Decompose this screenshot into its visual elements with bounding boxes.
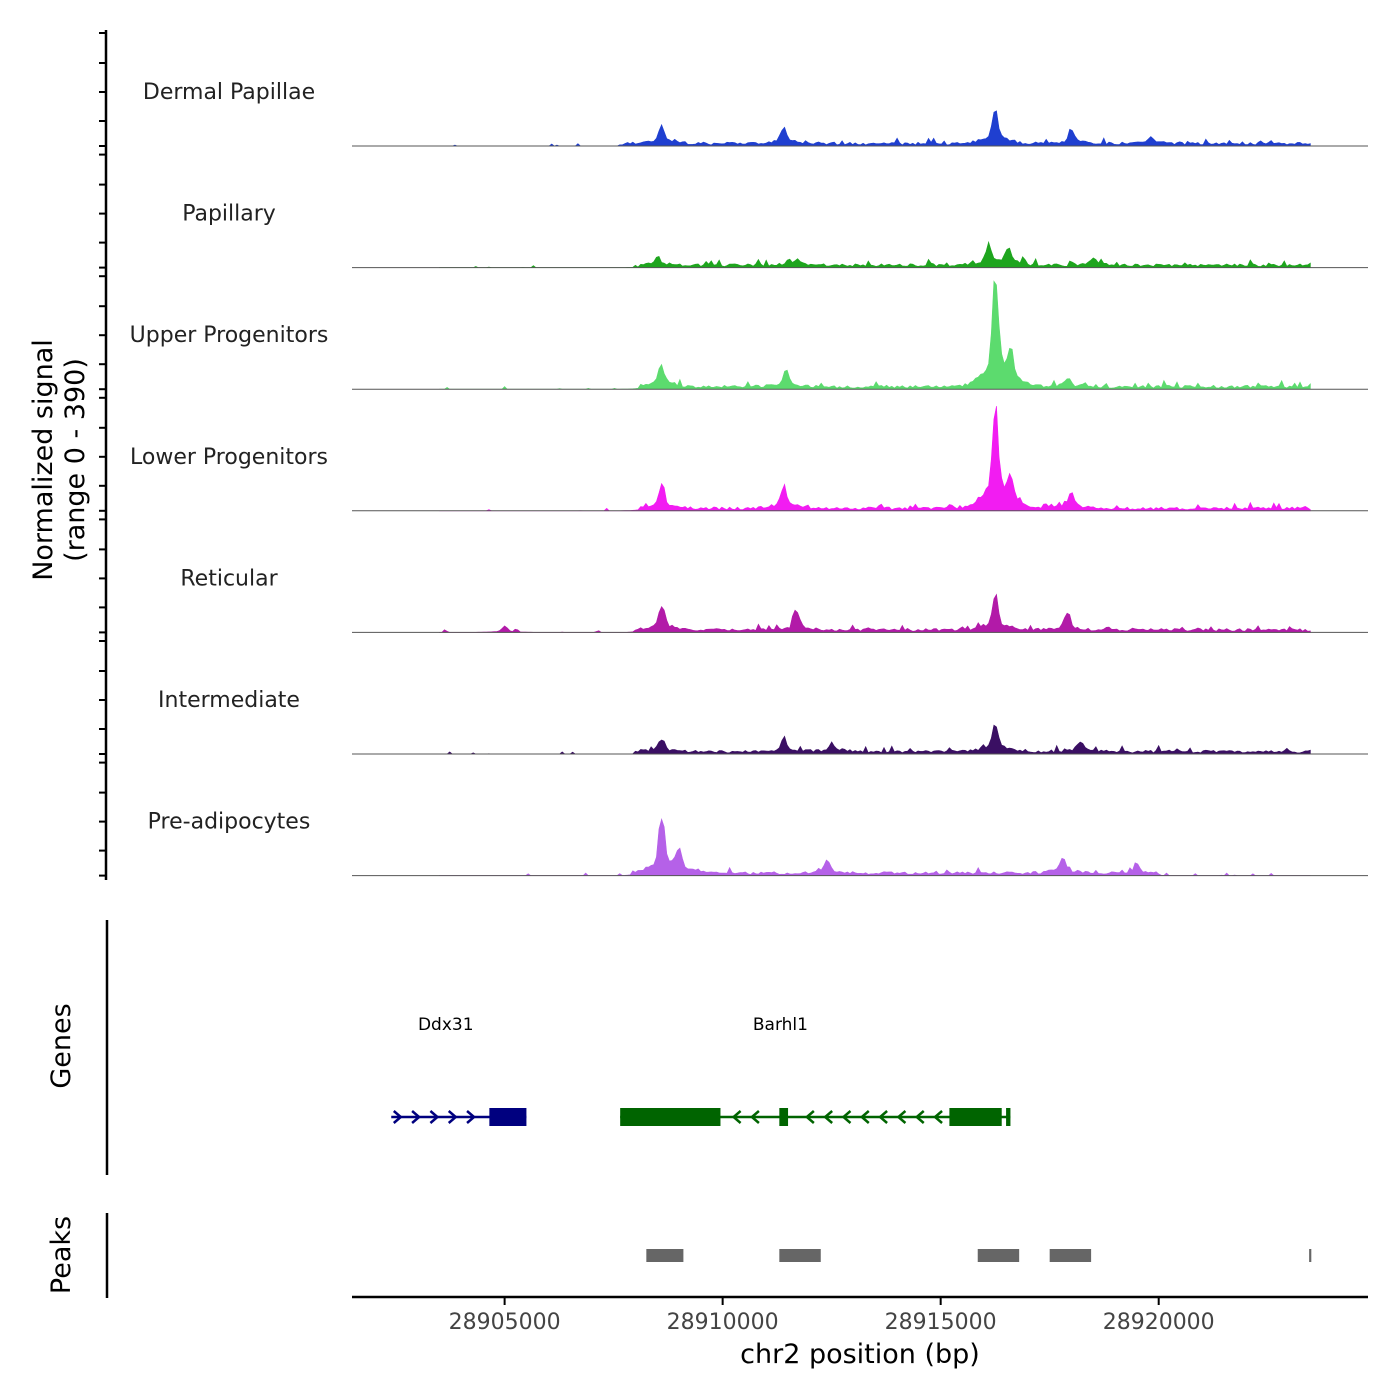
track-lower-progenitors: Lower Progenitors — [130, 405, 1368, 512]
track-label: Lower Progenitors — [130, 445, 328, 470]
genes-track: Ddx31 Barhl1 — [391, 1015, 1011, 1126]
signal-area — [439, 110, 1311, 147]
peak-region — [646, 1249, 684, 1262]
track-intermediate: Intermediate — [158, 688, 1368, 755]
x-axis: 28905000 28910000 28915000 28920000 — [352, 1295, 1368, 1335]
signal-area — [439, 240, 1311, 268]
peaks-track — [646, 1249, 1312, 1262]
gene-exon — [779, 1108, 789, 1126]
track-label: Upper Progenitors — [130, 323, 329, 348]
signal-area — [439, 280, 1311, 390]
strand-arrow — [466, 1110, 476, 1124]
x-axis-tick-label: 28905000 — [449, 1310, 561, 1335]
strand-arrow — [933, 1110, 943, 1124]
signal-axis-label-line1: Normalized signal — [28, 339, 59, 581]
peak-region — [1049, 1249, 1092, 1262]
strand-arrow — [878, 1110, 888, 1124]
gene-label: Barhl1 — [753, 1015, 808, 1035]
track-label: Intermediate — [158, 688, 300, 713]
track-pre-adipocytes: Pre-adipocytes — [148, 810, 1368, 877]
strand-arrow — [429, 1110, 440, 1124]
signal-axis-label-line2: (range 0 - 390) — [60, 358, 91, 562]
peaks-track-label: Peaks — [46, 1216, 77, 1294]
peak-region — [779, 1249, 821, 1262]
track-dermal-papillae: Dermal Papillae — [143, 80, 1368, 147]
gene-exon — [1006, 1108, 1011, 1126]
x-axis-label: chr2 position (bp) — [740, 1339, 980, 1370]
gene-exon — [489, 1108, 527, 1126]
gene-barhl1: Barhl1 — [620, 1015, 1011, 1126]
strand-arrow — [804, 1110, 815, 1124]
x-axis-tick-label: 28910000 — [667, 1310, 779, 1335]
strand-arrow — [447, 1110, 458, 1124]
track-label: Reticular — [180, 566, 278, 591]
signal-area — [439, 405, 1311, 512]
strand-arrow — [823, 1110, 833, 1124]
track-label: Dermal Papillae — [143, 80, 315, 105]
strand-arrow — [841, 1110, 852, 1124]
x-axis-tick-label: 28915000 — [885, 1310, 997, 1335]
track-label: Pre-adipocytes — [148, 810, 311, 835]
signal-area — [439, 817, 1311, 876]
strand-arrow — [749, 1110, 760, 1124]
peak-region — [1309, 1249, 1312, 1262]
track-label: Papillary — [182, 202, 276, 227]
strand-arrow — [411, 1110, 422, 1124]
gene-exon — [620, 1108, 721, 1126]
track-reticular: Reticular — [180, 566, 1368, 633]
x-axis-tick-label: 28920000 — [1103, 1310, 1215, 1335]
strand-arrow — [859, 1110, 870, 1124]
signal-tracks: Dermal Papillae Papillary Upper Progenitor… — [130, 80, 1368, 877]
gene-ddx31: Ddx31 — [391, 1015, 527, 1126]
strand-arrow — [731, 1110, 742, 1124]
signal-area — [439, 724, 1311, 755]
track-papillary: Papillary — [182, 202, 1368, 269]
peak-region — [977, 1249, 1020, 1262]
gene-exon — [949, 1108, 1002, 1126]
signal-y-axis — [99, 30, 108, 880]
strand-arrow — [392, 1110, 403, 1124]
strand-arrow — [896, 1110, 907, 1124]
genes-track-label: Genes — [46, 1003, 77, 1088]
strand-arrow — [914, 1110, 925, 1124]
gene-label: Ddx31 — [418, 1015, 474, 1035]
track-upper-progenitors: Upper Progenitors — [130, 280, 1368, 390]
signal-area — [439, 593, 1311, 633]
